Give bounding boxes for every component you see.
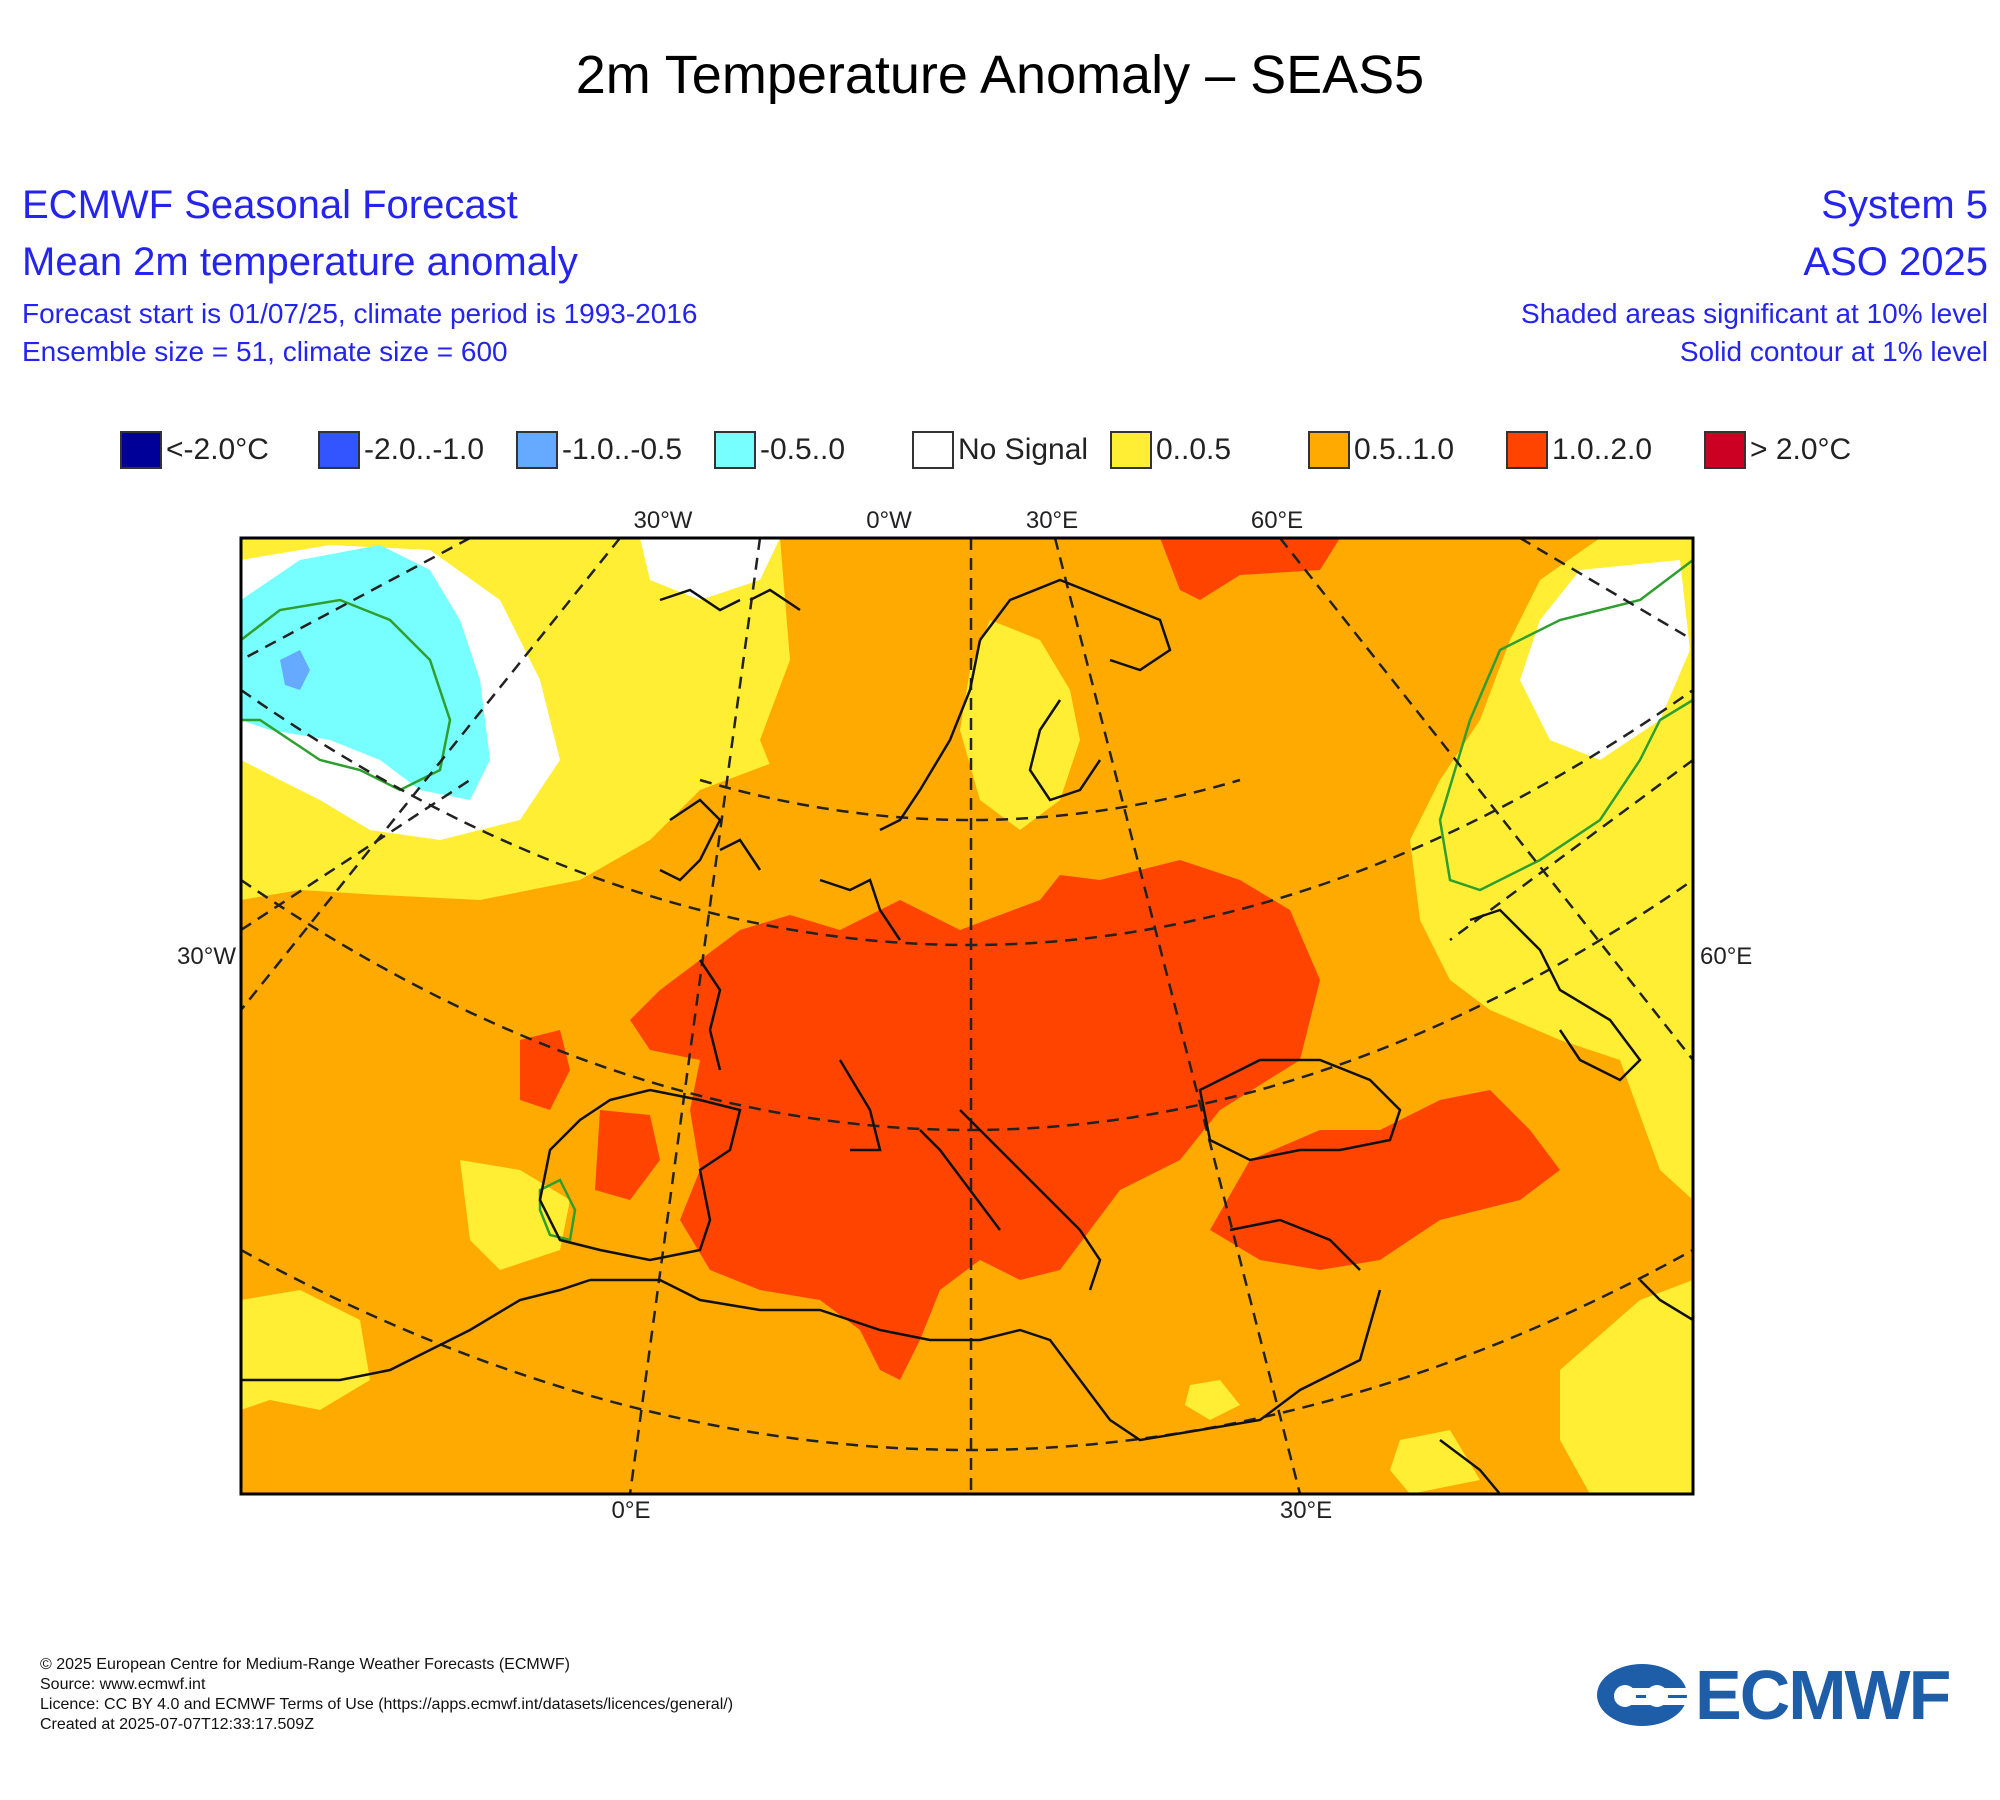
region-blue-atlantic [280,650,310,690]
footer-created: Created at 2025-07-07T12:33:17.509Z [40,1716,314,1733]
legend-swatch [1308,431,1350,469]
region-yellow-scandinavia [960,620,1080,830]
legend-label: 0..0.5 [1156,433,1232,466]
header-ensemble-size: Ensemble size = 51, climate size = 600 [22,336,508,367]
axis-label-top-0w: 0°W [866,507,912,534]
ecmwf-logo-text: ECMWF [1695,1656,1951,1734]
region-red-iberia [595,1110,660,1200]
legend-item-1-2: 1.0..2.0 [1506,428,1652,472]
region-red-eastern [1210,1090,1560,1270]
region-red-europe [630,860,1320,1380]
ecmwf-logo: ECMWF [1595,1660,1970,1730]
axis-label-top-30w: 30°W [634,507,693,534]
legend-swatch [1704,431,1746,469]
map-frame [239,536,1695,1496]
region-orange-north-sea [760,538,1160,790]
footer-source: Source: www.ecmwf.int [40,1676,206,1693]
ecmwf-logo-icon [1597,1664,1689,1726]
legend-item-minus1-minus05: -1.0..-0.5 [516,428,682,472]
coastlines [241,578,1693,1494]
map-field [241,538,1693,1494]
footer-copyright: © 2025 European Centre for Medium-Range … [40,1656,570,1673]
axis-label-left-30w: 30°W [177,943,236,970]
region-red-north-russia [1160,538,1340,600]
header-significance: Shaded areas significant at 10% level [1521,298,1988,329]
region-no-signal-east [1520,560,1690,760]
legend-swatch [318,431,360,469]
legend-label: No Signal [958,433,1089,466]
legend-label: -0.5..0 [760,433,846,466]
legend-label: > 2.0°C [1750,433,1852,466]
contour-1pct-atlantic [241,598,452,792]
region-no-signal-greenland-sea [640,538,780,600]
legend-swatch [1110,431,1152,469]
legend-label: <-2.0°C [166,433,269,466]
header-contour-note: Solid contour at 1% level [1679,336,1988,367]
legend-swatch [1506,431,1548,469]
legend-swatch [714,431,756,469]
axis-label-right-60e: 60°E [1700,943,1752,970]
graticule [241,538,1693,1494]
region-yellow-southeast [1560,1280,1693,1494]
page-title: 2m Temperature Anomaly – SEAS5 [575,45,1425,105]
region-cyan-atlantic [241,545,490,800]
footer-licence: Licence: CC BY 4.0 and ECMWF Terms of Us… [40,1696,734,1713]
legend-swatch [516,431,558,469]
legend-label: -2.0..-1.0 [364,433,485,466]
axis-label-top-60e: 60°E [1251,507,1303,534]
footer-credits: © 2025 European Centre for Medium-Range … [40,1655,733,1735]
legend-label: -1.0..-0.5 [562,433,683,466]
contour-1pct-iberia [538,1178,577,1242]
region-yellow-arabia [1390,1430,1480,1494]
header-subtitle: Mean 2m temperature anomaly [22,240,578,284]
legend-item-0-05: 0..0.5 [1110,428,1231,472]
header-forecast-start: Forecast start is 01/07/25, climate peri… [22,298,698,329]
legend-item-no-signal: No Signal [912,428,1088,472]
legend-item-minus05-0: -0.5..0 [714,428,845,472]
header-title: ECMWF Seasonal Forecast [22,183,518,227]
legend-swatch [912,431,954,469]
legend-label: 0.5..1.0 [1354,433,1455,466]
legend-item-minus2-minus1: -2.0..-1.0 [318,428,484,472]
legend: <-2.0°C -2.0..-1.0 -1.0..-0.5 -0.5..0 No… [120,428,1880,472]
legend-label: 1.0..2.0 [1552,433,1653,466]
axis-label-bottom-0e: 0°E [612,1497,651,1524]
legend-item-gt-2: > 2.0°C [1704,428,1851,472]
legend-item-05-1: 0.5..1.0 [1308,428,1454,472]
legend-swatch [120,431,162,469]
header-system: System 5 [1821,183,1988,227]
axis-label-bottom-30e: 30°E [1280,1497,1332,1524]
region-yellow-sahara [1185,1380,1240,1420]
contour-1pct-east [1438,559,1693,892]
header-period: ASO 2025 [1803,240,1988,284]
legend-item-lt-minus2: <-2.0°C [120,428,269,472]
axis-label-top-30e: 30°E [1026,507,1078,534]
